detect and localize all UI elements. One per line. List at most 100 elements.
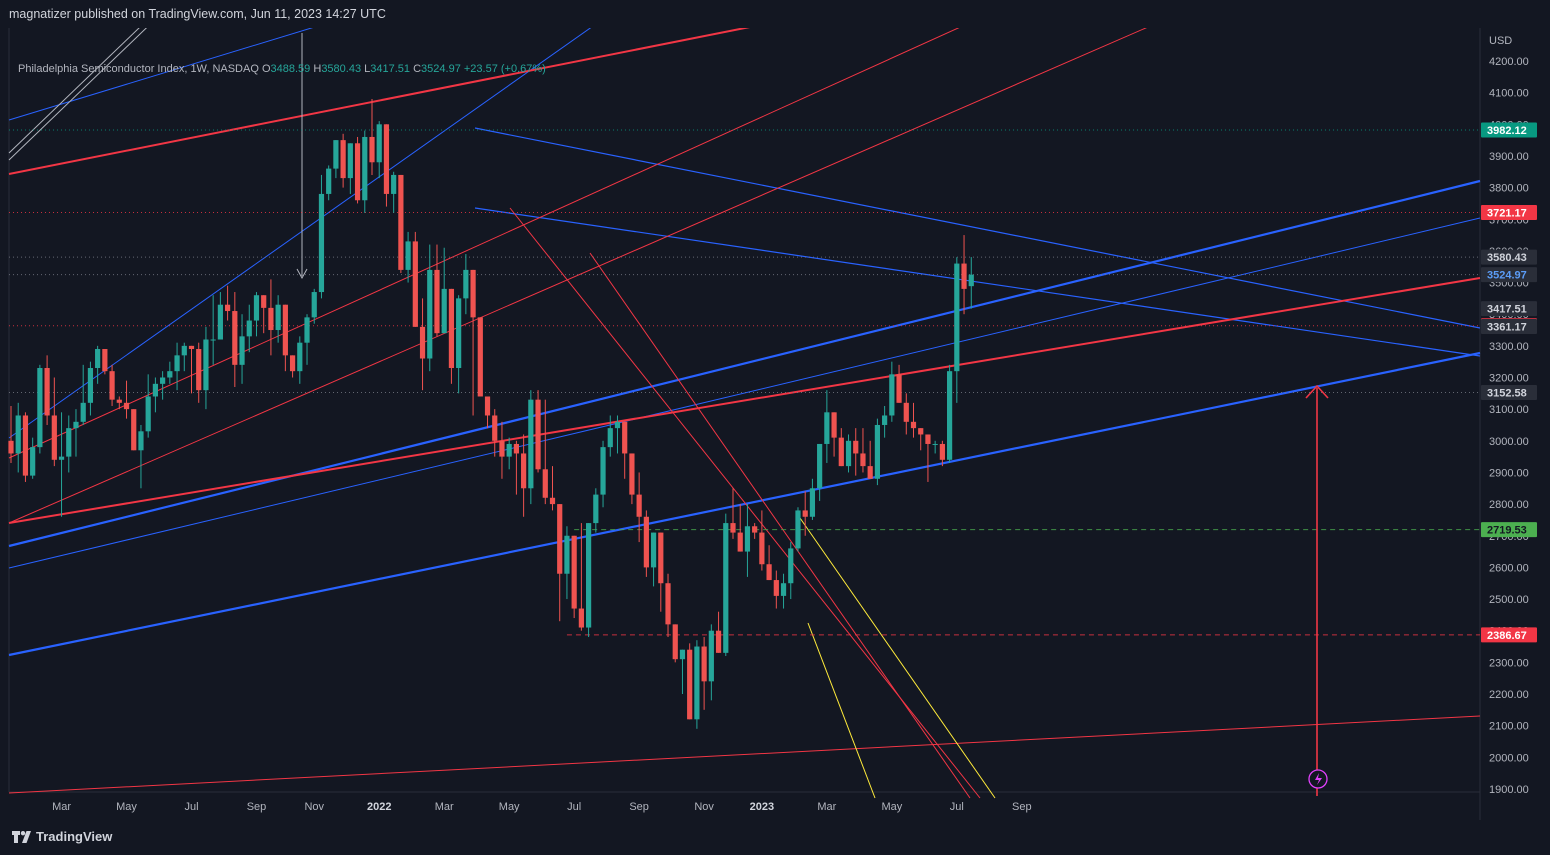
- bottom-bar: TradingView: [0, 820, 1550, 855]
- candle-body: [347, 143, 353, 179]
- publisher-text: magnatizer published on TradingView.com,…: [9, 7, 386, 21]
- candle-body: [22, 415, 29, 476]
- candle-body: [412, 241, 418, 327]
- price-axis-bg: [1481, 28, 1550, 820]
- candle-body: [542, 469, 548, 498]
- symbol-legend[interactable]: Philadelphia Semiconductor Index, 1W, NA…: [18, 63, 546, 75]
- candle-body: [203, 339, 209, 391]
- candle-body: [217, 304, 223, 340]
- candle-body: [658, 532, 664, 584]
- candle-body: [730, 523, 736, 533]
- candle-body: [521, 453, 527, 489]
- candle-body: [925, 434, 931, 444]
- candle-body: [817, 443, 823, 489]
- time-tick-label: Sep: [629, 801, 649, 813]
- time-tick-label: Mar: [435, 801, 454, 813]
- candle-body: [679, 649, 686, 660]
- candle-body: [419, 326, 426, 359]
- legend-title: Philadelphia Semiconductor Index, 1W, NA…: [18, 63, 259, 75]
- candle-body: [708, 630, 714, 682]
- candle-body: [145, 396, 151, 432]
- price-label-3721.17: 3721.17: [1487, 208, 1527, 220]
- candle-body: [600, 447, 606, 495]
- candle-body: [665, 583, 671, 625]
- candle-body: [210, 339, 216, 341]
- candle-body: [687, 649, 693, 720]
- price-tick-label: 3300.00: [1489, 341, 1529, 353]
- candle-body: [932, 443, 938, 445]
- currency-label: USD: [1489, 35, 1512, 47]
- candle-body: [123, 402, 130, 410]
- candle-body: [275, 304, 281, 331]
- legend-close-value: 3524.97: [421, 63, 461, 75]
- candle-body: [780, 583, 787, 596]
- legend-open-label: O: [261, 63, 271, 75]
- price-tick-label: 2000.00: [1489, 752, 1529, 764]
- candle-body: [622, 421, 628, 454]
- price-label-bg: [1481, 522, 1537, 538]
- annotations: [1305, 384, 1329, 796]
- price-label-3361.17: 3361.17: [1487, 321, 1527, 333]
- time-tick-label: Nov: [304, 801, 324, 813]
- candles: [8, 98, 974, 729]
- blue-downtrend-lower: [474, 207, 1481, 357]
- price-tick-label: 2200.00: [1489, 689, 1529, 701]
- candle-body: [802, 510, 808, 517]
- candle-body: [918, 428, 924, 435]
- red-fall-line-1: [509, 207, 981, 799]
- candle-body: [744, 526, 751, 552]
- candle-body: [102, 349, 108, 372]
- chart-frame[interactable]: USD4200.004100.004000.003900.003800.0037…: [0, 0, 1550, 820]
- grid: [8, 28, 1481, 820]
- time-tick-label: Mar: [817, 801, 836, 813]
- candle-body: [362, 136, 368, 201]
- candle-body: [268, 307, 274, 331]
- candle-body: [506, 443, 512, 457]
- candle-body: [614, 421, 621, 429]
- candle-body: [116, 399, 122, 403]
- price-label-2386.67: 2386.67: [1487, 630, 1527, 642]
- time-tick-label: Sep: [1012, 801, 1032, 813]
- legend-high-label: H: [313, 63, 322, 75]
- red-long-trend: [8, 277, 1481, 524]
- candle-body: [405, 241, 411, 270]
- price-tick-label: 3100.00: [1489, 404, 1529, 416]
- time-tick-label: May: [499, 801, 520, 813]
- time-tick-label: Sep: [247, 801, 267, 813]
- candle-body: [318, 193, 325, 293]
- candle-body: [867, 466, 873, 479]
- candle-body: [910, 421, 917, 429]
- candle-body: [369, 136, 375, 163]
- price-tick-label: 2300.00: [1489, 657, 1529, 669]
- legend-open-value: 3488.59: [270, 63, 311, 75]
- candle-body: [253, 295, 260, 321]
- time-tick-label: 2023: [750, 801, 774, 813]
- candle-body: [174, 355, 180, 372]
- price-axis: USD4200.004100.004000.003900.003800.0037…: [1481, 28, 1550, 820]
- candle-body: [578, 608, 584, 628]
- tradingview-logo-icon: [12, 830, 31, 843]
- candle-body: [232, 311, 238, 365]
- price-label-bg: [1481, 301, 1537, 317]
- yellow-fall-line-1: [799, 517, 996, 799]
- tradingview-brand-label: TradingView: [36, 829, 113, 844]
- blue-channel-lower: [8, 351, 1481, 657]
- time-tick-label: Jul: [184, 801, 198, 813]
- price-tick-label: 3200.00: [1489, 373, 1529, 385]
- candle-body: [939, 443, 945, 460]
- candlestick-chart[interactable]: USD4200.004100.004000.003900.003800.0037…: [0, 0, 1550, 820]
- candle-body: [629, 453, 635, 495]
- white-line-1: [8, 2, 166, 154]
- candle-body: [947, 371, 953, 460]
- candle-body: [571, 535, 577, 609]
- candle-body: [860, 453, 866, 467]
- candle-body: [492, 415, 498, 441]
- tradingview-brand[interactable]: TradingView: [12, 829, 112, 844]
- candle-body: [701, 646, 707, 682]
- candle-body: [225, 304, 231, 312]
- legend-close-label: C: [413, 63, 422, 75]
- time-tick-label: Mar: [52, 801, 71, 813]
- time-tick-label: Nov: [694, 801, 714, 813]
- candle-body: [824, 412, 830, 444]
- candle-body: [636, 494, 642, 517]
